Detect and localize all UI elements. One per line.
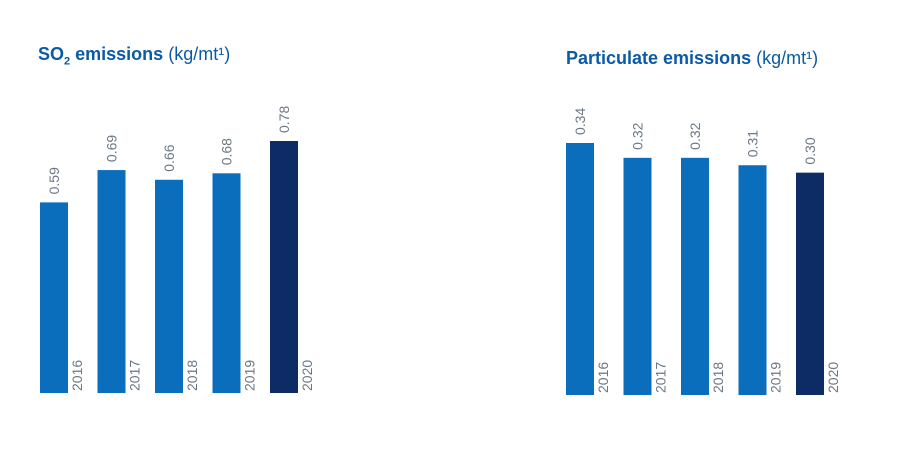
year-label-2020: 2020 — [299, 360, 315, 391]
so2-emissions-chart: SO2 emissions (kg/mt¹) 0.59 2016 0.69 2017 0… — [0, 0, 440, 453]
bar-2019 — [738, 165, 767, 395]
year-label-2020: 2020 — [825, 362, 841, 393]
title-unit: (kg/mt¹) — [756, 48, 819, 68]
value-label-2020: 0.78 — [276, 106, 292, 133]
title-unit: (kg/mt¹) — [168, 44, 231, 64]
so2-bars-svg: 0.59 2016 0.69 2017 0.66 2018 0.68 2019 0.78 2020 — [40, 106, 315, 393]
bar-2020 — [270, 141, 298, 393]
bar-2017 — [623, 157, 652, 395]
bar-2020 — [796, 172, 824, 395]
value-label-2020: 0.30 — [802, 137, 818, 164]
chart-title: Particulate emissions (kg/mt¹) — [566, 48, 818, 69]
title-main: SO — [38, 44, 65, 64]
year-label-2017: 2017 — [127, 360, 143, 391]
year-label-2016: 2016 — [595, 362, 611, 393]
year-label-2019: 2019 — [242, 360, 258, 391]
bar-2018 — [155, 179, 183, 393]
value-label-2018: 0.32 — [687, 122, 703, 149]
year-label-2018: 2018 — [710, 362, 726, 393]
bar-2017 — [97, 170, 126, 393]
value-label-2019: 0.68 — [219, 138, 235, 165]
chart-title: SO2 emissions (kg/mt¹) — [38, 44, 230, 68]
value-label-2019: 0.31 — [745, 130, 761, 157]
title-main: Particulate emissions — [566, 48, 752, 68]
bar-2019 — [212, 173, 241, 393]
year-label-2016: 2016 — [69, 360, 85, 391]
value-label-2016: 0.34 — [572, 108, 588, 135]
particulate-bars-svg: 0.34 2016 0.32 2017 0.32 2018 0.31 2019 0.30 2020 — [566, 108, 841, 395]
year-label-2018: 2018 — [184, 360, 200, 391]
bar-2016 — [40, 202, 68, 393]
year-label-2017: 2017 — [653, 362, 669, 393]
value-label-2017: 0.69 — [104, 135, 120, 162]
title-subscript: 2 — [64, 55, 71, 68]
value-label-2017: 0.32 — [630, 122, 646, 149]
bar-2016 — [566, 143, 594, 395]
bar-2018 — [681, 157, 709, 395]
title-rest: emissions — [70, 44, 164, 64]
value-label-2018: 0.66 — [161, 144, 177, 171]
value-label-2016: 0.59 — [46, 167, 62, 194]
year-label-2019: 2019 — [768, 362, 784, 393]
particulate-emissions-chart: Particulate emissions (kg/mt¹) 0.34 2016 0… — [540, 0, 899, 453]
